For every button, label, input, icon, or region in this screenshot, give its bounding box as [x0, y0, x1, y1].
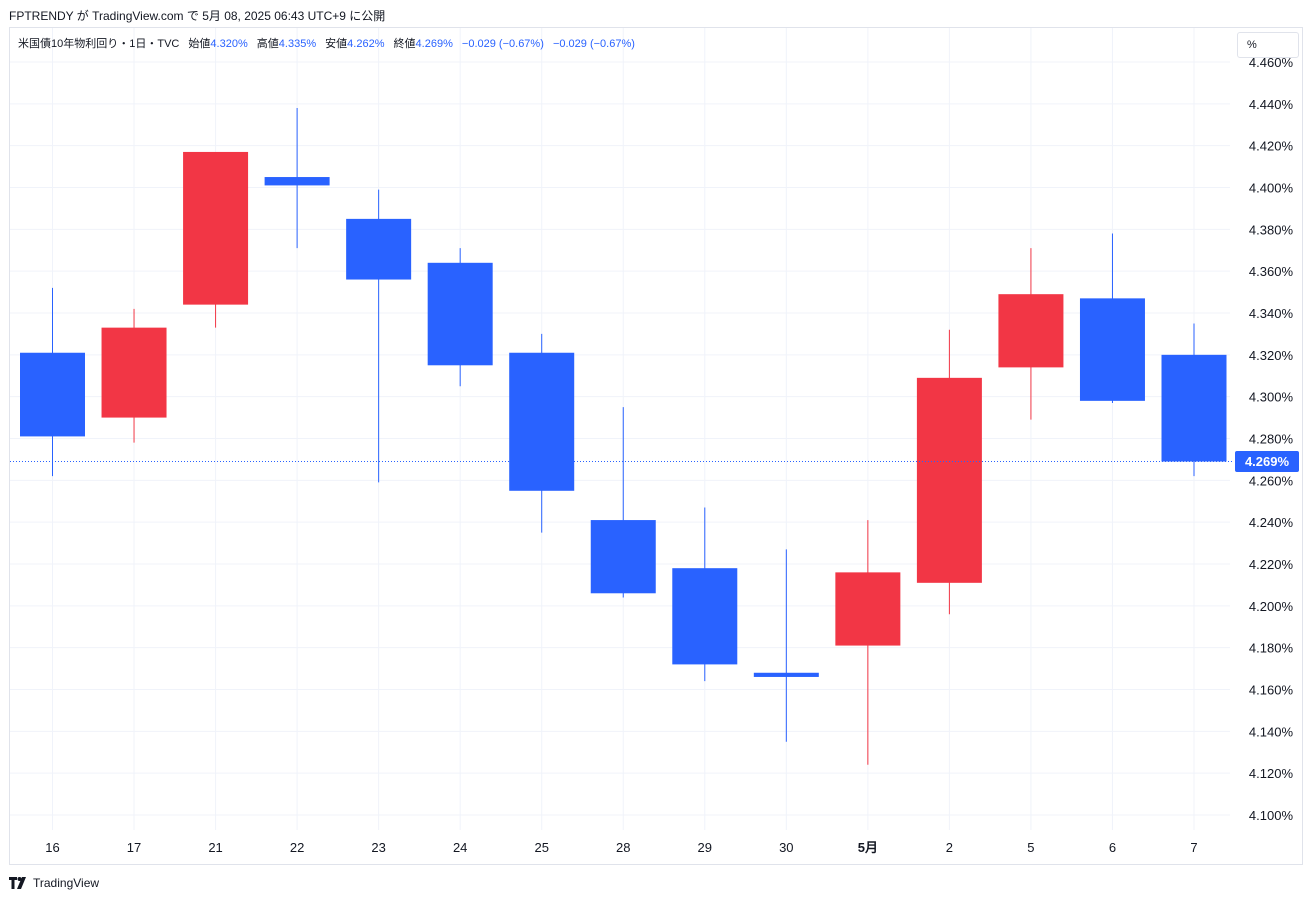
candle[interactable] [101, 308, 167, 443]
candle-body [20, 352, 85, 437]
candle-body [753, 672, 819, 677]
y-tick-label: 4.440% [1249, 97, 1294, 112]
x-tick-label: 5 [1027, 840, 1034, 855]
candle[interactable] [835, 520, 901, 765]
candle-body [346, 218, 412, 280]
x-tick-label: 17 [127, 840, 141, 855]
publish-suffix: に公開 [349, 9, 386, 23]
x-tick-label: 2 [946, 840, 953, 855]
y-tick-label: 4.320% [1249, 348, 1294, 363]
candle[interactable] [672, 507, 738, 682]
y-tick-label: 4.300% [1249, 390, 1294, 405]
candle-body [101, 327, 167, 418]
legend-open-label: 始値 [188, 38, 211, 50]
legend: 米国債10年物利回り・1日・TVC 始値4.320% 高値4.335% 安値4.… [18, 35, 635, 51]
legend-change: −0.029 (−0.67%) [461, 38, 544, 50]
footer-brand[interactable]: TradingView [9, 876, 99, 890]
y-tick-label: 4.380% [1249, 222, 1294, 237]
candle-body [998, 294, 1064, 368]
candle-body [427, 262, 493, 366]
candle[interactable] [509, 333, 575, 533]
x-tick-label: 6 [1109, 840, 1116, 855]
publish-via: が TradingView.com で [76, 9, 199, 23]
y-tick-label: 4.460% [1249, 55, 1294, 70]
candle-body [672, 568, 738, 665]
legend-low-value: 4.262% [347, 38, 385, 50]
x-tick-label: 25 [534, 840, 548, 855]
x-tick-label: 7 [1190, 840, 1197, 855]
x-tick-label: 28 [616, 840, 630, 855]
candle-body [916, 377, 982, 583]
y-tick-label: 4.220% [1249, 557, 1294, 572]
y-tick-label: 4.400% [1249, 181, 1294, 196]
publish-date: 5月 08, 2025 06:43 UTC+9 [202, 9, 346, 23]
x-tick-label: 16 [45, 840, 59, 855]
legend-high-label: 高値 [256, 38, 279, 50]
candle-series [20, 108, 1227, 765]
y-tick-label: 4.140% [1249, 724, 1294, 739]
candle-body [183, 151, 249, 305]
y-tick-label: 4.340% [1249, 306, 1294, 321]
unit-selector-button[interactable]: % [1237, 32, 1299, 58]
legend-close-value: 4.269% [415, 38, 453, 50]
candle-body [1161, 354, 1227, 462]
candle-body [1079, 298, 1145, 401]
footer-brand-text: TradingView [33, 876, 100, 890]
candle-body [835, 572, 901, 646]
candle[interactable] [346, 189, 412, 483]
legend-open-value: 4.320% [210, 38, 248, 50]
y-tick-label: 4.180% [1249, 641, 1294, 656]
y-tick-label: 4.360% [1249, 264, 1294, 279]
x-tick-label: 22 [290, 840, 304, 855]
y-tick-label: 4.280% [1249, 432, 1294, 447]
y-tick-label: 4.200% [1249, 599, 1294, 614]
last-price-label: 4.269% [1235, 451, 1299, 472]
candle[interactable] [20, 287, 85, 477]
x-tick-label: 30 [779, 840, 793, 855]
x-tick-label: 5月 [858, 840, 878, 855]
legend-symbol: 米国債10年物利回り・1日・TVC [18, 38, 180, 50]
candle[interactable] [183, 151, 249, 328]
y-tick-label: 4.240% [1249, 515, 1294, 530]
candle[interactable] [753, 549, 819, 742]
time-axis[interactable]: 16 17 21 22 23 24 25 28 29 30 5月 2 5 6 7 [45, 840, 1197, 855]
candle-body [264, 177, 330, 186]
candle[interactable] [427, 248, 493, 387]
x-tick-label: 23 [371, 840, 385, 855]
y-tick-label: 4.120% [1249, 766, 1294, 781]
y-tick-label: 4.260% [1249, 473, 1294, 488]
candle[interactable] [1161, 323, 1227, 477]
price-axis[interactable]: 4.100% 4.120% 4.140% 4.160% 4.180% 4.200% 4.22… [1249, 55, 1294, 823]
candle[interactable] [264, 108, 330, 249]
x-tick-label: 29 [698, 840, 712, 855]
legend-change-percent: −0.029 (−0.67%) [552, 38, 635, 50]
y-tick-label: 4.420% [1249, 139, 1294, 154]
candle[interactable] [916, 329, 982, 615]
grid-lines [10, 28, 1230, 830]
candle-body [590, 520, 656, 594]
y-tick-label: 4.160% [1249, 683, 1294, 698]
x-tick-label: 21 [208, 840, 222, 855]
candle-body [509, 352, 575, 491]
legend-close-label: 終値 [393, 38, 416, 50]
chart-frame [9, 27, 1303, 865]
y-tick-label: 4.100% [1249, 808, 1294, 823]
candle[interactable] [1079, 233, 1145, 403]
candle[interactable] [998, 248, 1064, 420]
publish-author: FPTRENDY [9, 9, 74, 23]
candle[interactable] [590, 407, 656, 598]
tradingview-logo-icon [9, 877, 26, 889]
legend-high-value: 4.335% [278, 38, 317, 50]
x-tick-label: 24 [453, 840, 467, 855]
publish-info: FPTRENDY が TradingView.com で 5月 08, 2025… [9, 7, 385, 24]
legend-low-label: 安値 [325, 38, 348, 50]
